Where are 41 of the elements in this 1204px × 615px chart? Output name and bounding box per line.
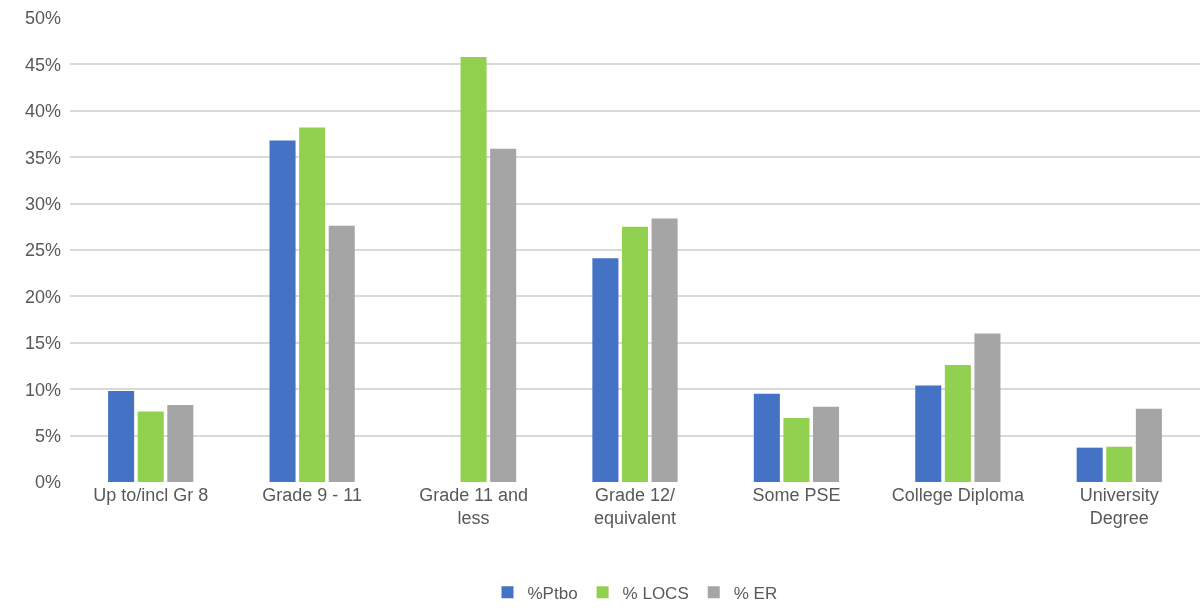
bar [490,148,517,482]
bar [1076,447,1103,482]
bar [651,218,678,482]
bar [269,140,296,482]
bar [621,226,649,482]
y-tick-label: 10% [24,379,61,400]
bar [813,406,840,482]
x-tick-label: Grade 12/ equivalent [593,485,677,529]
y-tick-label: 30% [24,193,61,214]
y-tick-label: 20% [24,286,61,307]
bar [167,404,194,482]
y-tick-label: 40% [24,101,61,122]
y-tick-label: 50% [24,8,61,29]
y-tick-label: 25% [24,240,61,261]
bar [1106,446,1133,482]
bar [974,333,1001,482]
legend-label: %Ptbo [527,583,578,603]
bar [460,56,487,482]
x-tick-label: Up to/incl Gr 8 [93,485,209,505]
bar [592,258,619,482]
bar [299,127,326,482]
bar [753,393,780,482]
bar [783,417,810,482]
y-tick-label: 5% [34,425,61,446]
bar [1135,408,1162,482]
legend-label: % LOCS [622,583,689,603]
legend-label: % ER [733,583,778,603]
bar [944,365,971,482]
bar [137,411,164,482]
bar [108,391,135,482]
x-tick-label: Grade 9 - 11 [262,485,363,505]
y-tick-label: 35% [24,147,61,168]
x-tick-label: Some PSE [752,485,841,505]
y-tick-label: 15% [24,333,61,354]
bar [328,225,355,482]
x-tick-label: Grade 11 and less [419,485,528,529]
bar [915,385,942,482]
y-tick-label: 0% [34,472,61,493]
x-tick-label: College Diploma [891,485,1025,505]
x-tick-label: University Degree [1079,485,1159,529]
y-tick-label: 45% [24,54,61,75]
